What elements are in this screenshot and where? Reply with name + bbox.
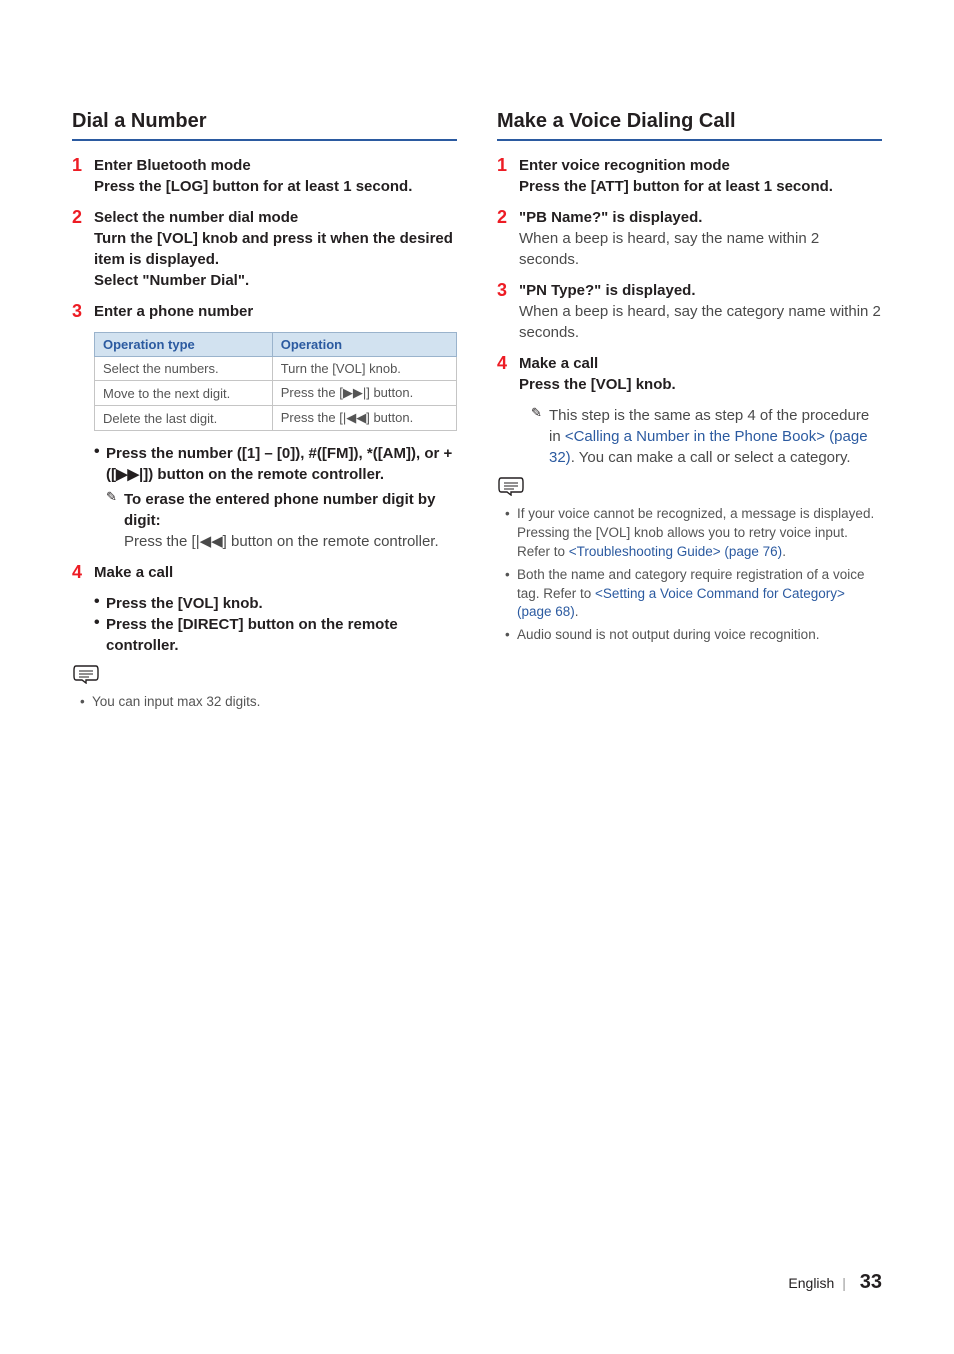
note-item: Both the name and category require regis… — [505, 566, 882, 623]
page-footer: English | 33 — [788, 1271, 882, 1294]
table-row: Move to the next digit. Press the [▶▶|] … — [95, 381, 457, 406]
step-title: Make a call — [94, 562, 457, 583]
pencil-note: ✎ This step is the same as step 4 of the… — [497, 405, 882, 468]
page-number: 33 — [860, 1271, 882, 1293]
step-1: 1 Enter voice recognition mode Press the… — [497, 155, 882, 197]
step-num: 3 — [72, 301, 94, 322]
operation-table: Operation type Operation Select the numb… — [94, 332, 457, 431]
step-3: 3 "PN Type?" is displayed. When a beep i… — [497, 280, 882, 343]
link[interactable]: <Troubleshooting Guide> (page 76) — [569, 544, 782, 559]
th: Operation type — [95, 333, 273, 357]
step-4: 4 Make a call — [72, 562, 457, 583]
step-4: 4 Make a call Press the [VOL] knob. — [497, 353, 882, 395]
bullet: • Press the number ([1] – [0]), #([FM]),… — [72, 443, 457, 485]
note-item: You can input max 32 digits. — [80, 693, 457, 712]
table-row: Select the numbers. Turn the [VOL] knob. — [95, 357, 457, 381]
note-item: Audio sound is not output during voice r… — [505, 626, 882, 645]
bullet: • Press the [DIRECT] button on the remot… — [72, 614, 457, 656]
heading-voice: Make a Voice Dialing Call — [497, 110, 882, 141]
step-sub: Turn the [VOL] knob and press it when th… — [94, 228, 457, 270]
heading-dial: Dial a Number — [72, 110, 457, 141]
notes-icon — [497, 474, 525, 501]
notes-list: You can input max 32 digits. — [72, 693, 457, 712]
step-sub2: Select "Number Dial". — [94, 270, 457, 291]
step-2: 2 Select the number dial mode Turn the [… — [72, 207, 457, 291]
step-title: Select the number dial mode — [94, 207, 457, 228]
notes-list: If your voice cannot be recognized, a me… — [497, 505, 882, 645]
step-sub: Press the [LOG] button for at least 1 se… — [94, 176, 457, 197]
pencil-icon: ✎ — [106, 489, 124, 552]
footer-lang: English — [788, 1275, 834, 1291]
step-num: 2 — [72, 207, 94, 291]
pencil-note: ✎ To erase the entered phone number digi… — [72, 489, 457, 552]
step-1: 1 Enter Bluetooth mode Press the [LOG] b… — [72, 155, 457, 197]
bullet: • Press the [VOL] knob. — [72, 593, 457, 614]
notes-icon — [72, 662, 100, 689]
note-item: If your voice cannot be recognized, a me… — [505, 505, 882, 562]
left-column: Dial a Number 1 Enter Bluetooth mode Pre… — [72, 110, 457, 716]
step-2: 2 "PB Name?" is displayed. When a beep i… — [497, 207, 882, 270]
step-3: 3 Enter a phone number — [72, 301, 457, 322]
step-title: Enter a phone number — [94, 301, 457, 322]
step-title: Enter Bluetooth mode — [94, 155, 457, 176]
right-column: Make a Voice Dialing Call 1 Enter voice … — [497, 110, 882, 716]
table-row: Delete the last digit. Press the [|◀◀] b… — [95, 406, 457, 431]
th: Operation — [272, 333, 456, 357]
pencil-icon: ✎ — [531, 405, 549, 468]
step-num: 4 — [72, 562, 94, 583]
step-num: 1 — [72, 155, 94, 197]
